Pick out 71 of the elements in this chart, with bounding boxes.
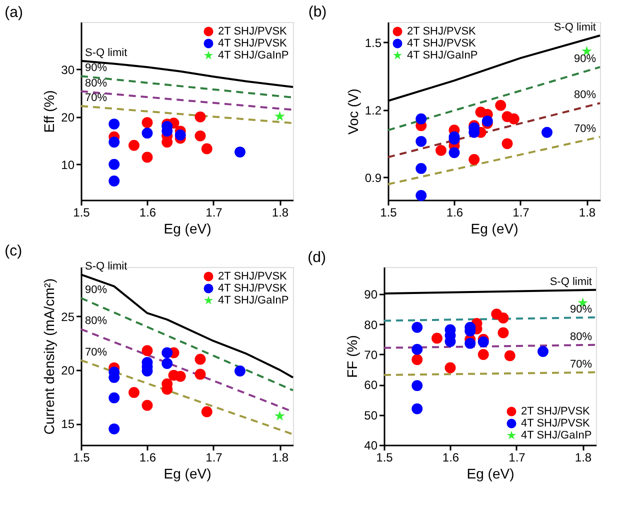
x-tick-label: 1.7 bbox=[512, 206, 530, 220]
y-axis-title: Voc (V) bbox=[344, 88, 361, 134]
x-tick-label: 1.7 bbox=[508, 450, 526, 464]
x-tick-label: 1.6 bbox=[442, 450, 460, 464]
x-tick-label: 1.5 bbox=[73, 206, 90, 220]
legend-label: 4T SHJ/GaInP bbox=[521, 430, 592, 442]
annotation: 90% bbox=[85, 284, 108, 296]
annotation: S-Q limit bbox=[85, 260, 128, 273]
legend-label: 4T SHJ/GaInP bbox=[407, 50, 478, 62]
x-axis-title: Eg (eV) bbox=[164, 220, 212, 236]
x-tick-label: 1.7 bbox=[206, 206, 223, 220]
legend-label: 4T SHJ/PVSK bbox=[218, 282, 288, 294]
legend-label: 4T SHJ/PVSK bbox=[521, 418, 591, 430]
y-tick-label: 15 bbox=[61, 417, 75, 432]
x-tick-label: 1.8 bbox=[272, 206, 289, 220]
x-tick-label: 1.6 bbox=[139, 450, 156, 464]
y-tick-label: 90 bbox=[364, 288, 378, 302]
annotation: 70% bbox=[574, 122, 596, 135]
x-tick-label: 1.6 bbox=[139, 206, 156, 220]
x-tick-label: 1.5 bbox=[376, 450, 394, 464]
legend-label: 2T SHJ/PVSK bbox=[521, 406, 591, 418]
legend-label: 2T SHJ/PVSK bbox=[407, 26, 477, 38]
y-tick-label: 30 bbox=[61, 62, 75, 77]
x-tick-label: 1.5 bbox=[380, 206, 398, 220]
y-tick-label: 20 bbox=[61, 363, 75, 378]
annotation: 70% bbox=[85, 346, 108, 358]
legend-label: 4T SHJ/GaInP bbox=[218, 294, 289, 306]
annotation: S-Q limit bbox=[550, 276, 592, 288]
x-axis-title: Eg (eV) bbox=[466, 466, 514, 482]
y-tick-label: 10 bbox=[61, 158, 75, 172]
chart-title: (a) bbox=[4, 4, 23, 21]
chart-title: (d) bbox=[308, 249, 326, 266]
legend-label: 2T SHJ/PVSK bbox=[218, 26, 288, 38]
annotation: 90% bbox=[570, 303, 592, 316]
legend-label: 4T SHJ/PVSK bbox=[218, 38, 288, 50]
y-tick-label: 50 bbox=[364, 408, 378, 422]
annotation: 80% bbox=[85, 77, 108, 90]
annotation: 80% bbox=[574, 89, 596, 102]
y-tick-label: 40 bbox=[364, 438, 378, 452]
annotation: 90% bbox=[574, 53, 596, 66]
x-tick-label: 1.8 bbox=[272, 450, 289, 464]
y-tick-label: 1.5 bbox=[364, 36, 382, 50]
annotation: 70% bbox=[85, 92, 108, 104]
annotation: S-Q limit bbox=[85, 46, 128, 59]
annotation: S-Q limit bbox=[554, 22, 596, 34]
x-axis-title: Eg (eV) bbox=[164, 466, 212, 482]
y-tick-label: 25 bbox=[61, 310, 75, 324]
annotation: 70% bbox=[570, 358, 592, 370]
chart-title: (b) bbox=[308, 4, 327, 21]
y-tick-label: 70 bbox=[364, 348, 378, 362]
y-tick-label: 20 bbox=[61, 110, 75, 124]
y-tick-label: 0.9 bbox=[364, 170, 382, 185]
y-tick-label: 60 bbox=[364, 378, 378, 392]
annotation: 80% bbox=[85, 315, 108, 328]
annotation: 90% bbox=[85, 62, 108, 74]
x-tick-label: 1.8 bbox=[578, 206, 596, 220]
y-axis-title: FF (%) bbox=[344, 335, 360, 378]
legend-label: 4T SHJ/PVSK bbox=[407, 38, 477, 50]
y-tick-label: 1.2 bbox=[364, 103, 382, 118]
x-axis-title: Eg (eV) bbox=[470, 220, 518, 236]
y-axis-title: Eff (%) bbox=[41, 90, 58, 133]
x-tick-label: 1.7 bbox=[206, 450, 223, 464]
x-tick-label: 1.5 bbox=[73, 450, 90, 464]
annotation: 80% bbox=[570, 330, 592, 343]
x-tick-label: 1.8 bbox=[574, 450, 592, 464]
legend-label: 2T SHJ/PVSK bbox=[218, 270, 288, 282]
y-axis-title: Current density (mA/cm²) bbox=[41, 278, 58, 435]
chart-title: (c) bbox=[4, 242, 22, 260]
y-tick-label: 80 bbox=[364, 318, 378, 332]
legend-label: 4T SHJ/GaInP bbox=[218, 50, 289, 62]
x-tick-label: 1.6 bbox=[446, 206, 464, 220]
